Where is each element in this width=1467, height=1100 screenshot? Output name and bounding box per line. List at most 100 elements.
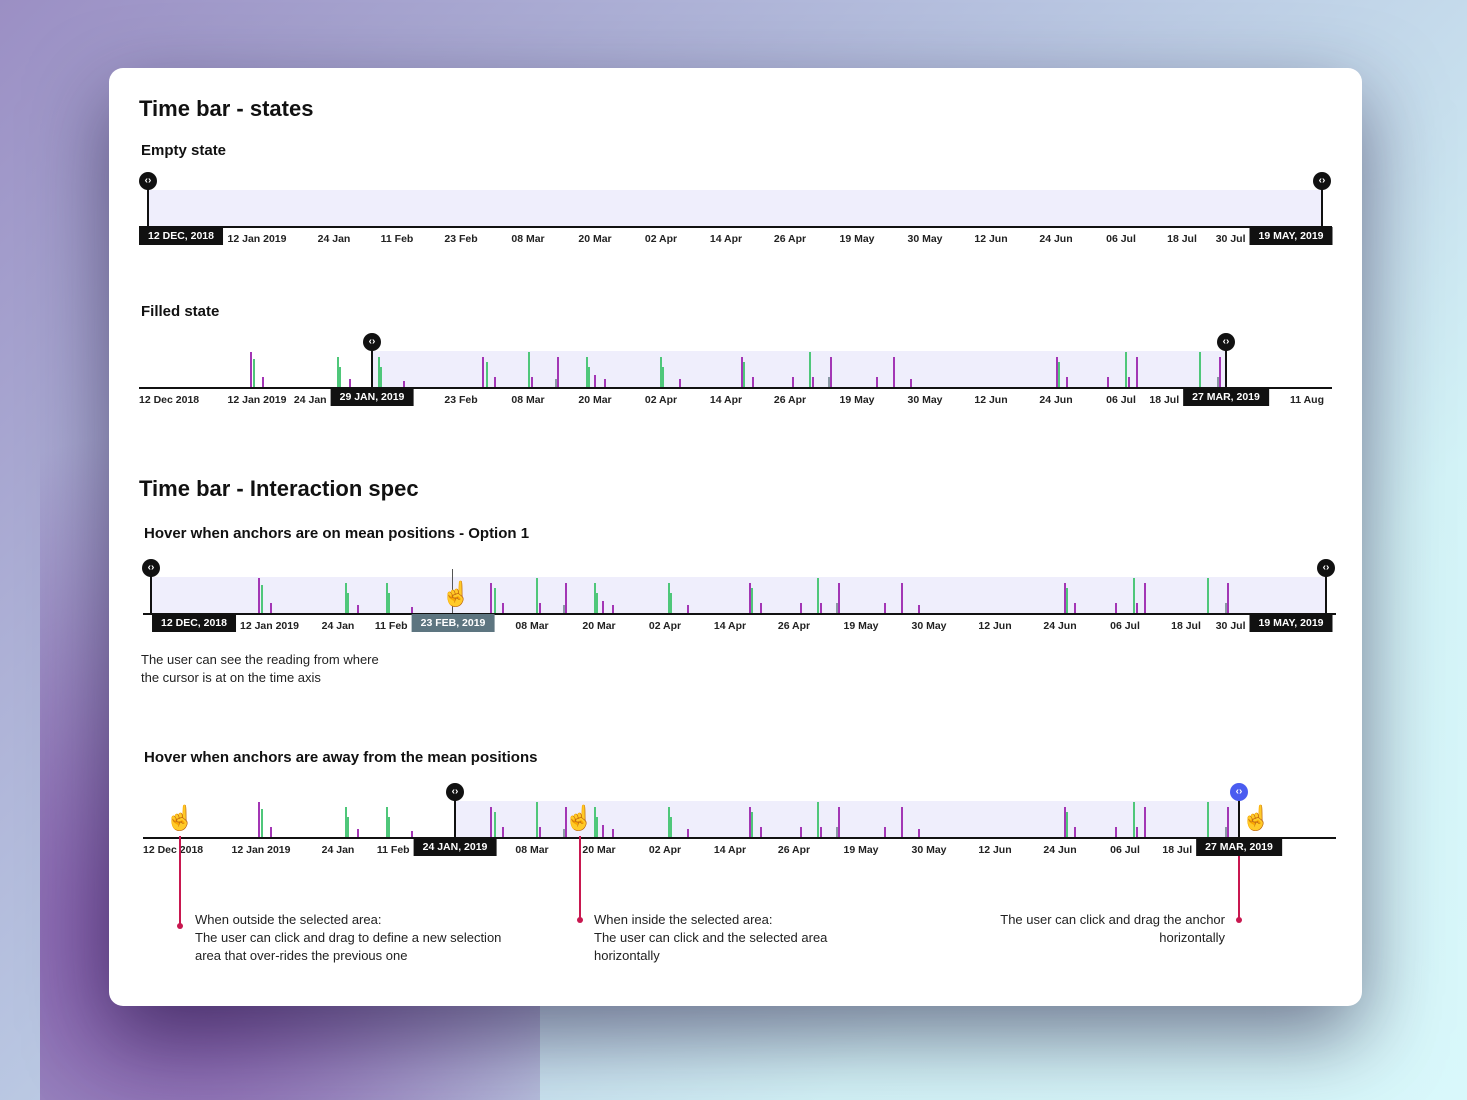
event-spike — [257, 578, 260, 613]
event-spike — [1218, 357, 1221, 387]
event-spike — [1125, 352, 1128, 387]
end-anchor-handle[interactable]: ‹› — [1217, 333, 1235, 351]
event-spike — [563, 605, 566, 613]
hover-date-label: 23 FEB, 2019 — [411, 614, 495, 632]
event-spike — [262, 377, 265, 387]
event-spike — [357, 829, 360, 837]
hover2-title: Hover when anchors are away from the mea… — [144, 749, 538, 766]
event-spike — [883, 827, 886, 837]
event-spike — [799, 603, 802, 613]
time-axis[interactable] — [139, 387, 1332, 389]
event-spike — [759, 603, 762, 613]
tick-label: 08 Mar — [515, 620, 549, 632]
event-spike — [1114, 827, 1117, 837]
event-spike — [563, 829, 566, 837]
event-spike — [493, 812, 496, 837]
note-line: area that over-rides the previous one — [195, 948, 408, 963]
tick-label: 06 Jul — [1110, 844, 1140, 856]
event-spike — [883, 603, 886, 613]
event-spike — [667, 807, 670, 837]
event-spike — [759, 827, 762, 837]
event-spike — [1206, 578, 1209, 613]
event-spike — [740, 357, 743, 387]
event-spike — [411, 607, 414, 613]
event-spike — [386, 583, 389, 613]
event-spike — [528, 352, 531, 387]
event-spike — [357, 605, 360, 613]
event-spike — [536, 578, 539, 613]
end-anchor-line — [1321, 181, 1323, 226]
start-anchor-handle[interactable]: ‹› — [142, 559, 160, 577]
start-anchor-handle[interactable]: ‹› — [363, 333, 381, 351]
event-spike — [612, 605, 615, 613]
note-line: The user can click and the selected area — [594, 930, 828, 945]
tick-label: 24 Jun — [1043, 844, 1077, 856]
event-spike — [1144, 807, 1147, 837]
annotation-line — [579, 836, 581, 920]
event-spike — [387, 593, 390, 613]
event-spike — [261, 809, 263, 837]
time-axis[interactable] — [139, 226, 1332, 228]
event-spike — [837, 583, 840, 613]
start-anchor-handle[interactable]: ‹› — [446, 783, 464, 801]
event-spike — [539, 827, 542, 837]
tick-label: 24 Jan — [317, 233, 351, 245]
event-spike — [1136, 827, 1139, 837]
event-spike — [1063, 583, 1066, 613]
event-spike — [490, 583, 493, 613]
event-spike — [593, 807, 596, 837]
event-spike — [742, 362, 745, 387]
tick-label: 24 Jun — [1043, 620, 1077, 632]
time-axis[interactable] — [143, 837, 1336, 839]
event-spike — [910, 379, 913, 387]
start-date-label: 12 DEC, 2018 — [139, 227, 223, 245]
tick-label: 20 Mar — [578, 394, 612, 406]
tick-label: 06 Jul — [1106, 394, 1136, 406]
event-spike — [1136, 603, 1139, 613]
tick-label: 18 Jul — [1171, 620, 1201, 632]
selection-band[interactable] — [151, 577, 1326, 613]
end-anchor-handle[interactable]: ‹› — [1317, 559, 1335, 577]
tick-label: 02 Apr — [644, 233, 678, 245]
event-spike — [918, 829, 921, 837]
end-anchor-handle[interactable]: ‹› — [1313, 172, 1331, 190]
event-spike — [811, 377, 814, 387]
event-spike — [338, 367, 341, 387]
end-anchor-handle[interactable]: ‹› — [1230, 783, 1248, 801]
tick-label: 12 Jan 2019 — [231, 844, 291, 856]
event-spike — [835, 603, 838, 613]
selection-band[interactable] — [372, 351, 1226, 387]
event-spike — [593, 583, 596, 613]
event-spike — [1073, 827, 1076, 837]
start-date-label: 12 DEC, 2018 — [152, 614, 236, 632]
tick-label: 14 Apr — [709, 394, 743, 406]
event-spike — [403, 381, 406, 387]
event-spike — [612, 829, 615, 837]
event-spike — [387, 817, 390, 837]
tick-label: 30 Jul — [1215, 620, 1246, 632]
tick-label: 02 Apr — [648, 844, 682, 856]
event-spike — [336, 357, 339, 387]
note-line: When outside the selected area: — [195, 912, 382, 927]
start-anchor-handle[interactable]: ‹› — [139, 172, 157, 190]
hover-line — [452, 569, 453, 613]
event-spike — [344, 583, 347, 613]
note-line: horizontally — [594, 948, 660, 963]
time-axis[interactable] — [143, 613, 1336, 615]
event-spike — [1057, 362, 1060, 387]
note-line: The user can click and drag to define a … — [195, 930, 502, 945]
event-spike — [748, 807, 751, 837]
event-spike — [1063, 807, 1066, 837]
event-spike — [661, 367, 664, 387]
event-spike — [378, 357, 381, 387]
selection-band[interactable] — [455, 801, 1239, 837]
tick-label: 24 Jun — [1039, 394, 1073, 406]
tick-label: 20 Mar — [582, 844, 616, 856]
event-spike — [1206, 802, 1209, 837]
event-spike — [270, 603, 273, 613]
event-spike — [827, 377, 830, 387]
annotation-dot — [177, 923, 183, 929]
event-spike — [1225, 603, 1228, 613]
tick-label: 12 Jun — [974, 233, 1008, 245]
selection-band[interactable] — [148, 190, 1322, 226]
